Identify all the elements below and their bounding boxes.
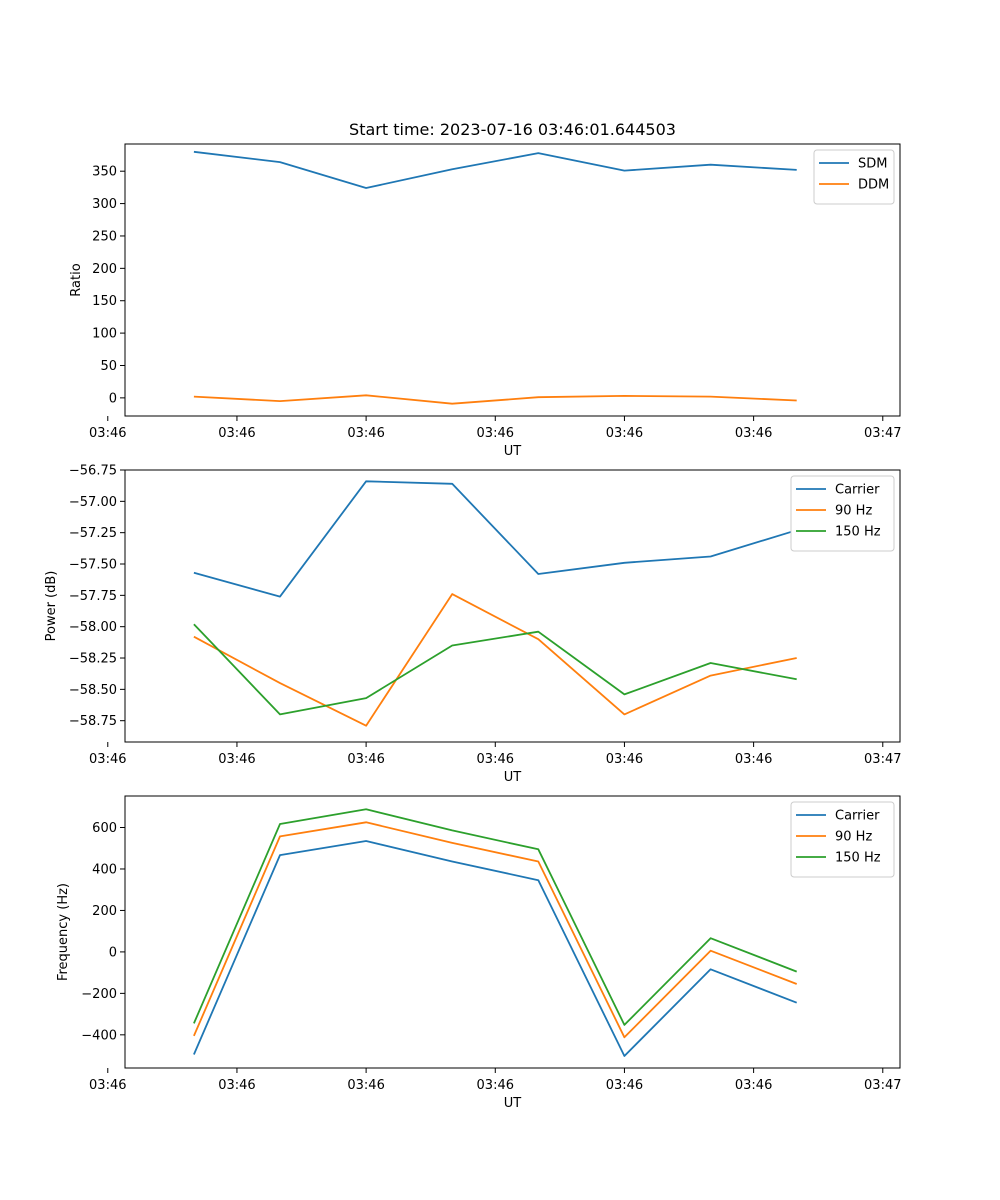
x-tick-label: 03:46: [218, 426, 255, 441]
x-tick-label: 03:47: [864, 1078, 901, 1093]
x-axis-label: UT: [504, 1096, 522, 1111]
y-tick-label: 600: [92, 821, 117, 836]
x-tick-label: 03:47: [864, 752, 901, 767]
legend-label-carrier: Carrier: [835, 483, 880, 498]
legend-label-150-hz: 150 Hz: [835, 525, 881, 540]
x-tick-label: 03:46: [606, 752, 643, 767]
x-tick-label: 03:46: [606, 1078, 643, 1093]
y-tick-label: 0: [109, 391, 117, 406]
plot-frame: [124, 143, 901, 417]
y-tick-label: −58.75: [69, 714, 117, 729]
x-tick-label: 03:46: [89, 1078, 126, 1093]
y-tick-label: 50: [100, 359, 117, 374]
series-line-ddm: [193, 394, 797, 405]
series-line-carrier: [193, 480, 797, 598]
plot-frame: [124, 795, 901, 1069]
x-tick-label: 03:46: [735, 1078, 772, 1093]
x-tick-label: 03:46: [477, 752, 514, 767]
legend-label-90-hz: 90 Hz: [835, 504, 872, 519]
x-tick-label: 03:46: [218, 1078, 255, 1093]
plot-frame: [124, 469, 901, 743]
subplot-2: 03:46 03:46 03:46 03:46 03:46 03:46 03:47 −56.7…: [44, 464, 902, 786]
y-tick-label: 100: [92, 327, 117, 342]
y-tick-label: −57.00: [69, 495, 117, 510]
x-axis-label: UT: [504, 444, 522, 459]
legend-box: [790, 801, 895, 878]
x-tick-label: 03:46: [606, 426, 643, 441]
subplot-3: 03:46 03:46 03:46 03:46 03:46 03:46 03:47 −400 −…: [56, 795, 902, 1111]
legend: SDM DDM: [813, 149, 895, 205]
x-tick-label: 03:46: [347, 1078, 384, 1093]
legend-box: [790, 475, 895, 552]
y-tick-label: −57.25: [69, 526, 117, 541]
y-tick-label: 200: [92, 904, 117, 919]
series-line-90-hz: [193, 821, 798, 1039]
x-tick-label: 03:46: [735, 426, 772, 441]
x-tick-label: 03:46: [477, 1078, 514, 1093]
legend: Carrier 90 Hz 150 Hz: [790, 801, 895, 878]
x-tick-label: 03:46: [477, 426, 514, 441]
y-tick-label: 0: [109, 945, 117, 960]
y-tick-label: −58.25: [69, 652, 117, 667]
legend-label-carrier: Carrier: [835, 809, 880, 824]
y-tick-label: 300: [92, 197, 117, 212]
x-tick-label: 03:46: [218, 752, 255, 767]
x-tick-label: 03:46: [89, 426, 126, 441]
x-tick-label: 03:46: [89, 752, 126, 767]
y-tick-label: −58.00: [69, 620, 117, 635]
y-tick-label: −56.75: [69, 464, 117, 479]
y-tick-label: 400: [92, 862, 117, 877]
series-line-150-hz: [193, 623, 797, 716]
legend-label-90-hz: 90 Hz: [835, 830, 872, 845]
y-tick-label: −57.50: [69, 558, 117, 573]
legend: Carrier 90 Hz 150 Hz: [790, 475, 895, 552]
series-line-150-hz: [193, 808, 798, 1026]
x-tick-label: 03:46: [347, 426, 384, 441]
y-axis-label: Ratio: [69, 263, 84, 296]
x-tick-label: 03:46: [347, 752, 384, 767]
y-tick-label: −200: [81, 987, 117, 1002]
y-tick-label: 150: [92, 294, 117, 309]
y-tick-label: −400: [81, 1028, 117, 1043]
x-axis-label: UT: [504, 770, 522, 785]
chart-title: Start time: 2023-07-16 03:46:01.644503: [349, 120, 676, 139]
legend-label-sdm: SDM: [858, 157, 887, 172]
y-tick-label: 350: [92, 165, 117, 180]
series-line-90-hz: [193, 593, 797, 727]
series-line-carrier: [193, 840, 798, 1057]
y-tick-label: −57.75: [69, 589, 117, 604]
series-line-sdm: [193, 150, 797, 189]
y-tick-label: 250: [92, 229, 117, 244]
subplot-1: 03:46 03:46 03:46 03:46 03:46 03:46 03:47 0 50 10…: [69, 120, 902, 459]
legend-label-ddm: DDM: [858, 178, 889, 193]
x-tick-label: 03:47: [864, 426, 901, 441]
y-axis-label: Power (dB): [44, 571, 59, 642]
y-axis-label: Frequency (Hz): [56, 883, 71, 981]
x-tick-label: 03:46: [735, 752, 772, 767]
y-tick-label: −58.50: [69, 683, 117, 698]
legend-label-150-hz: 150 Hz: [835, 851, 881, 866]
y-tick-label: 200: [92, 262, 117, 277]
